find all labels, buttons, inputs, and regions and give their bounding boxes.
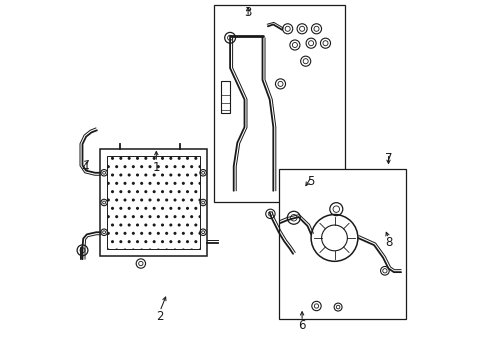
Text: 1: 1 xyxy=(152,161,160,174)
Text: 4: 4 xyxy=(81,161,89,174)
Text: 6: 6 xyxy=(298,319,305,332)
Bar xyxy=(221,81,230,113)
Bar xyxy=(278,169,406,319)
Text: 5: 5 xyxy=(307,175,314,188)
Bar xyxy=(107,156,200,249)
Bar xyxy=(213,5,345,202)
Text: 7: 7 xyxy=(384,152,391,165)
Text: 2: 2 xyxy=(156,310,163,323)
Text: 8: 8 xyxy=(384,237,391,249)
Bar xyxy=(101,149,206,256)
Text: 3: 3 xyxy=(244,6,251,19)
